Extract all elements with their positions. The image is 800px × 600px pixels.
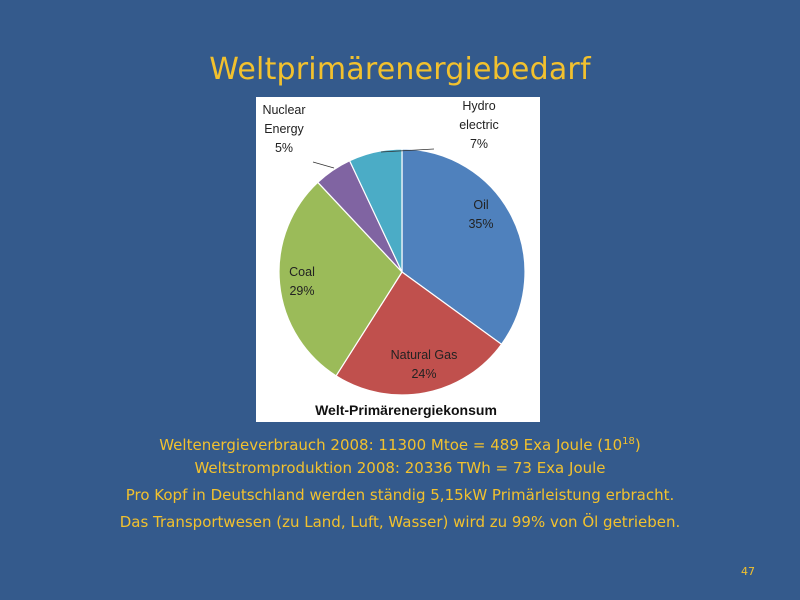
pie-label-natural-gas: Natural Gas 24% [391,348,458,381]
pie-slice-natural-gas [335,271,503,396]
leader-line-hydro-electric [380,148,435,153]
info-line-3-text: Pro Kopf in Deutschland werden ständig 5… [125,486,675,504]
pie-chart-svg: Oil 35% Natural Gas 24% Coal 29% Nuclear Energy… [262,99,526,418]
info-line-1: Weltenergieverbrauch 2008: 11300 Mtoe = … [0,428,800,455]
info-line-4: Das Transportwesen (zu Land, Luft, Wasse… [0,509,800,536]
pie-slice-hydro-electric [348,148,403,273]
info-lines: Weltenergieverbrauch 2008: 11300 Mtoe = … [0,428,800,536]
pie-label-nuclear-energy: Nuclear Energy 5% [262,103,305,155]
leader-line-nuclear-energy [312,161,335,169]
info-line-1-tail: ) [634,436,641,454]
slide-title: Weltprimärenergiebedarf [209,52,591,87]
chart-title: Welt-Primärenergiekonsum [315,402,497,418]
page-number: 47 [741,565,755,578]
pie-slice-oil [401,148,526,346]
info-line-3: Pro Kopf in Deutschland werden ständig 5… [0,482,800,509]
info-line-2: Weltstromproduktion 2008: 20336 TWh = 73… [0,455,800,482]
info-line-1-exponent: 18 [622,436,635,447]
info-line-1-text: Weltenergieverbrauch 2008: 11300 Mtoe = … [159,436,623,454]
pie-label-hydro-electric: Hydro electric 7% [459,99,499,151]
info-line-2-text: Weltstromproduktion 2008: 20336 TWh = 73… [194,459,606,477]
info-line-4-text: Das Transportwesen (zu Land, Luft, Wasse… [119,513,681,531]
pie-chart: Oil 35% Natural Gas 24% Coal 29% Nuclear Energy… [256,97,540,422]
pie-label-oil: Oil 35% [468,198,493,231]
pie-slice-coal [278,181,403,377]
pie-label-coal: Coal 29% [289,265,315,298]
